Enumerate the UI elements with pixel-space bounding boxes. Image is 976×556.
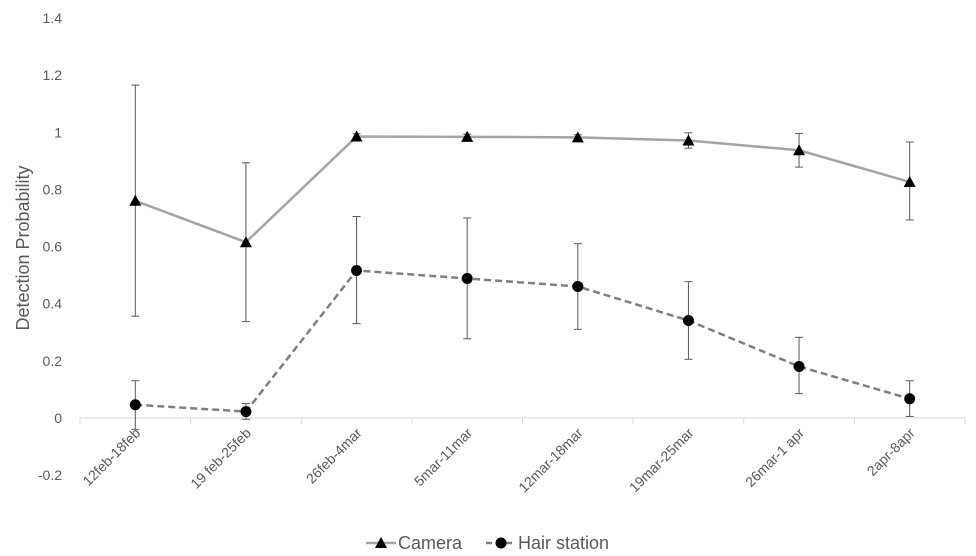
x-tick-label: 26mar-1 apr: [742, 424, 807, 489]
series-markers: [129, 130, 916, 418]
data-point-camera: [350, 130, 363, 142]
data-point-camera: [461, 130, 474, 142]
x-axis-ticks: 12feb-18feb 19 feb-25feb 26feb-4mar 5mar-11…: [79, 417, 966, 495]
data-point-camera: [793, 144, 806, 156]
y-tick-label: -0.2: [38, 467, 62, 483]
series-lines: [134, 135, 911, 413]
y-tick-label: 0.2: [43, 353, 63, 369]
data-point-camera: [129, 194, 142, 206]
x-tick-label: 5mar-11mar: [411, 424, 476, 489]
legend: Camera Hair station: [366, 533, 609, 553]
data-point-hair-station: [240, 406, 252, 418]
y-tick-label: 0.4: [43, 296, 63, 312]
x-tick-label: 19 feb-25feb: [187, 425, 254, 492]
legend-marker-triangle: [375, 537, 387, 548]
series-line-hair-station: [135, 269, 911, 413]
x-tick-label: 2apr-8apr: [864, 424, 918, 478]
y-tick-label: 0.8: [43, 181, 63, 197]
data-point-hair-station: [351, 264, 363, 276]
y-axis-title: Detection Probability: [13, 165, 33, 330]
data-point-hair-station: [682, 314, 694, 326]
x-tick-label: 26feb-4mar: [303, 424, 365, 486]
data-point-hair-station: [461, 272, 473, 284]
data-point-hair-station: [572, 280, 584, 292]
x-tick-label: 12mar-18mar: [515, 424, 586, 495]
y-tick-label: 0: [54, 410, 62, 426]
data-point-camera: [239, 236, 252, 248]
data-point-camera: [571, 131, 584, 143]
data-point-camera: [682, 134, 695, 146]
y-tick-label: 1.2: [43, 67, 63, 83]
data-point-camera: [903, 175, 916, 187]
y-axis-ticks: 1.4 1.2 1 0.8 0.6 0.4 0.2 0 -0.2: [38, 10, 62, 483]
y-tick-label: 1: [54, 124, 62, 140]
x-tick-label: 12feb-18feb: [79, 425, 143, 489]
data-point-hair-station: [904, 393, 916, 405]
data-point-hair-station: [793, 360, 805, 372]
y-tick-label: 0.6: [43, 239, 63, 255]
legend-label: Hair station: [518, 533, 609, 553]
legend-marker-circle: [495, 537, 507, 549]
data-point-hair-station: [129, 399, 141, 411]
x-tick-label: 19mar-25mar: [626, 424, 697, 495]
series-line-camera: [134, 135, 911, 244]
y-tick-label: 1.4: [43, 10, 63, 26]
legend-label: Camera: [398, 533, 463, 553]
